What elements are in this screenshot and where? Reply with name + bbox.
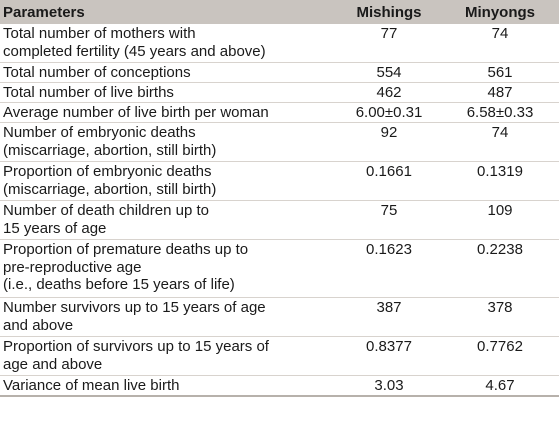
cell-minyongs: 378	[487, 299, 513, 316]
cell-minyongs: 4.67	[485, 377, 515, 394]
cell-parameter-line: Proportion of embryonic deaths	[3, 163, 212, 180]
header-mishings: Mishings	[356, 3, 422, 21]
table-row: Total number of mothers with completed fe…	[0, 24, 559, 63]
cell-parameter: Total number of conceptions	[0, 64, 337, 82]
cell-minyongs: 109	[487, 202, 513, 219]
cell-mishings: 75	[380, 202, 398, 219]
table-row: Average number of live birth per woman 6.…	[0, 103, 559, 123]
cell-parameter: Total number of mothers with completed fe…	[0, 25, 337, 60]
cell-parameter-line: Variance of mean live birth	[3, 377, 180, 394]
table-row: Number of embryonic deaths (miscarriage, …	[0, 123, 559, 162]
cell-parameter-line: Proportion of premature deaths up to	[3, 241, 249, 258]
cell-mishings: 3.03	[374, 377, 404, 394]
cell-parameter-line: Number survivors up to 15 years of age	[3, 299, 266, 316]
cell-parameter-line: Total number of live births	[3, 84, 174, 101]
cell-mishings: 554	[376, 64, 402, 81]
cell-mishings: 462	[376, 84, 402, 101]
cell-minyongs: 0.2238	[477, 241, 523, 258]
cell-minyongs: 74	[491, 25, 509, 42]
cell-parameter: Proportion of survivors up to 15 years o…	[0, 338, 337, 373]
cell-parameter: Average number of live birth per woman	[0, 104, 337, 122]
cell-mishings: 6.00±0.31	[355, 104, 423, 121]
cell-parameter-line: and above	[3, 316, 74, 334]
table-row: Proportion of premature deaths up to pre-…	[0, 240, 559, 298]
table-row: Number survivors up to 15 years of age an…	[0, 298, 559, 337]
cell-minyongs: 561	[487, 64, 513, 81]
cell-mishings: 0.8377	[366, 338, 412, 355]
table-body: Total number of mothers with completed fe…	[0, 24, 559, 397]
cell-parameter-line: Number of embryonic deaths	[3, 124, 196, 141]
table-header: Parameters Mishings Minyongs	[0, 0, 559, 24]
cell-parameter-line: Number of death children up to	[3, 202, 209, 219]
header-minyongs: Minyongs	[465, 3, 535, 21]
cell-parameter-line: (miscarriage, abortion, still birth)	[3, 141, 217, 159]
table-row: Total number of live births462487Total n…	[0, 83, 559, 103]
cell-minyongs: 0.1319	[477, 163, 523, 180]
cell-minyongs: 74	[491, 124, 509, 141]
cell-mishings: 92	[380, 124, 398, 141]
header-parameters: Parameters	[3, 3, 85, 21]
cell-parameter: Proportion of premature deaths up to pre-…	[0, 241, 337, 294]
cell-mishings: 387	[376, 299, 402, 316]
table-row: Number of death children up to 15 years o…	[0, 201, 559, 240]
cell-parameter-line: pre-reproductive age	[3, 258, 142, 276]
cell-parameter-line: 15 years of age	[3, 219, 107, 237]
table-row: Variance of mean live birth3.034.67Varia…	[0, 376, 559, 397]
cell-mishings: 0.1661	[366, 163, 412, 180]
cell-parameter: Number of embryonic deaths (miscarriage, …	[0, 124, 337, 159]
table-row: Proportion of survivors up to 15 years o…	[0, 337, 559, 376]
cell-minyongs: 6.58±0.33	[466, 104, 534, 121]
cell-minyongs: 0.7762	[477, 338, 523, 355]
cell-parameter: Number of death children up to 15 years o…	[0, 202, 337, 237]
cell-parameter: Variance of mean live birth	[0, 377, 337, 395]
cell-parameter-line: (miscarriage, abortion, still birth)	[3, 180, 217, 198]
cell-parameter-line: Proportion of survivors up to 15 years o…	[3, 338, 269, 355]
cell-parameter-line: Total number of mothers with	[3, 25, 196, 42]
cell-parameter-line: completed fertility (45 years and above)	[3, 42, 266, 60]
cell-parameter-line: Total number of conceptions	[3, 64, 191, 81]
table-row: Proportion of embryonic deaths (miscarria…	[0, 162, 559, 201]
cell-parameter: Proportion of embryonic deaths (miscarria…	[0, 163, 337, 198]
cell-mishings: 77	[380, 25, 398, 42]
cell-parameter: Number survivors up to 15 years of age an…	[0, 299, 337, 334]
cell-minyongs: 487	[487, 84, 513, 101]
cell-parameter: Total number of live births	[0, 84, 337, 102]
cell-parameter-line: age and above	[3, 355, 103, 373]
cell-parameter-line: Average number of live birth per woman	[3, 104, 269, 121]
cell-mishings: 0.1623	[366, 241, 412, 258]
cell-parameter-line: (i.e., deaths before 15 years of life)	[3, 276, 235, 293]
